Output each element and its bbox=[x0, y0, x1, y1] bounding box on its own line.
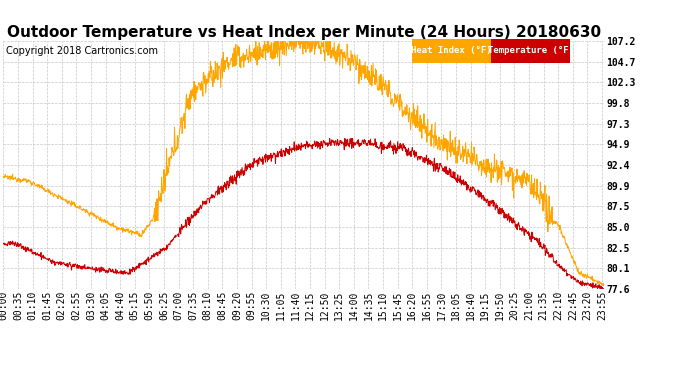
Text: Heat Index (°F): Heat Index (°F) bbox=[411, 46, 492, 56]
Text: Temperature (°F): Temperature (°F) bbox=[488, 46, 573, 56]
Title: Outdoor Temperature vs Heat Index per Minute (24 Hours) 20180630: Outdoor Temperature vs Heat Index per Mi… bbox=[6, 25, 601, 40]
Text: Copyright 2018 Cartronics.com: Copyright 2018 Cartronics.com bbox=[6, 46, 157, 56]
